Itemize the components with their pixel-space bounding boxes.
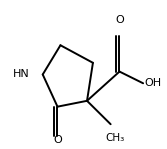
Text: OH: OH [145,78,162,88]
Text: O: O [115,15,124,25]
Text: HN: HN [13,69,29,80]
Text: O: O [53,135,62,145]
Text: CH₃: CH₃ [105,133,125,143]
